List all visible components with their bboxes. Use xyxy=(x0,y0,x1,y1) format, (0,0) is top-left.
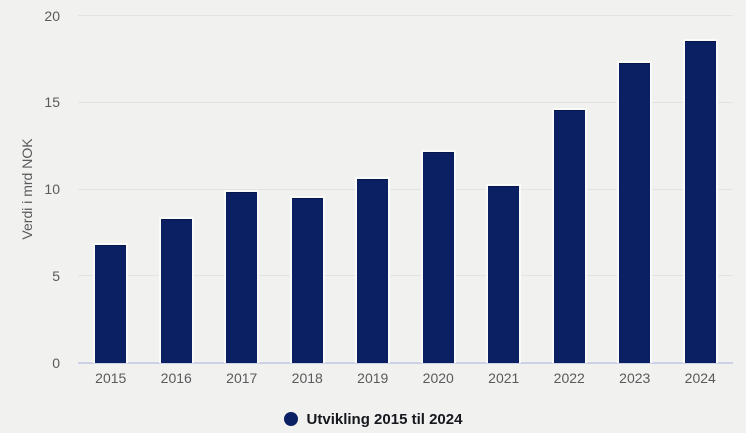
y-tick-label: 5 xyxy=(52,267,60,284)
bar-2020[interactable] xyxy=(420,149,456,363)
y-tick-label: 20 xyxy=(44,7,60,24)
x-tick-label: 2018 xyxy=(291,370,323,386)
y-tick-label: 15 xyxy=(44,94,60,111)
x-tick-label: 2023 xyxy=(619,370,651,386)
gridline xyxy=(78,188,733,190)
bar-2022[interactable] xyxy=(551,107,587,363)
bar-2017[interactable] xyxy=(224,189,260,363)
bar-2021[interactable] xyxy=(486,184,522,363)
bar-2018[interactable] xyxy=(289,196,325,363)
x-axis-line xyxy=(78,361,733,364)
x-tick-label: 2021 xyxy=(488,370,520,386)
gridline xyxy=(78,101,733,103)
legend-label: Utvikling 2015 til 2024 xyxy=(306,410,463,428)
x-tick-label: 2019 xyxy=(357,370,389,386)
bar-2019[interactable] xyxy=(355,177,391,363)
legend-marker-icon xyxy=(283,412,298,426)
bar-2015[interactable] xyxy=(93,243,129,363)
x-tick-label: 2017 xyxy=(226,370,258,386)
y-tick-label: 0 xyxy=(52,354,60,371)
gridline xyxy=(78,15,733,16)
x-tick-label: 2022 xyxy=(553,370,585,386)
y-tick-label: 10 xyxy=(44,181,60,197)
bar-2024[interactable] xyxy=(682,38,718,363)
x-tick-label: 2024 xyxy=(684,370,716,386)
bar-2016[interactable] xyxy=(158,217,194,363)
gridline xyxy=(78,275,733,277)
legend[interactable]: Utvikling 2015 til 2024 xyxy=(0,405,746,433)
x-tick-label: 2020 xyxy=(422,370,454,386)
x-tick-label: 2016 xyxy=(160,370,192,386)
bar-chart: Verdi i mrd NOK 0 5 10 15 20 2015 2016 2017 201… xyxy=(19,7,733,428)
x-tick-label: 2015 xyxy=(95,370,127,386)
bar-2023[interactable] xyxy=(617,61,653,363)
